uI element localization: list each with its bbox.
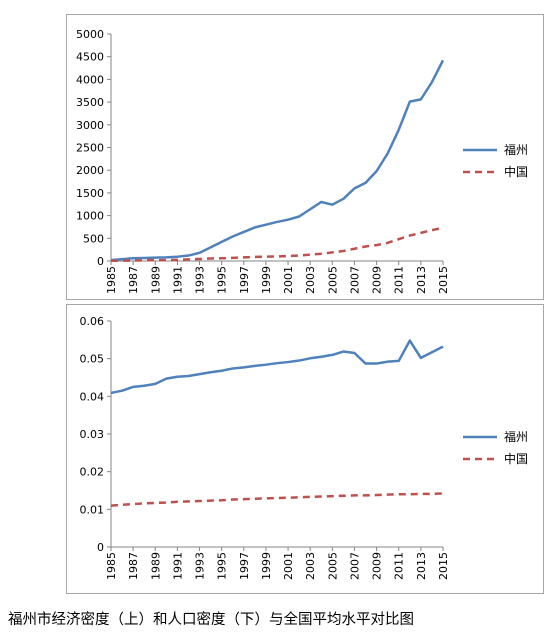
x-tick-label: 1993: [194, 266, 207, 294]
legend-label: 福州: [504, 142, 528, 157]
x-tick-label: 2007: [348, 552, 361, 580]
figure-caption: 福州市经济密度（上）和人口密度（下）与全国平均水平对比图: [8, 612, 414, 628]
x-tick-label: 2011: [393, 552, 406, 580]
x-tick-label: 1985: [105, 552, 118, 580]
x-tick-label: 2009: [371, 552, 384, 580]
economic-density-chart: 0 500 1000 1500 2000 2500 3000 3500 4000 4500 5000…: [66, 14, 544, 300]
y-tick-label: 0.02: [80, 466, 105, 479]
x-tick-label: 2015: [437, 266, 450, 294]
x-tick-label: 1987: [127, 552, 140, 580]
x-tick-label: 1991: [171, 552, 184, 580]
y-tick-label: 3000: [76, 119, 104, 132]
x-tick-label: 2005: [326, 552, 339, 580]
x-tick-label: 1993: [194, 552, 207, 580]
x-tick-label: 1989: [149, 552, 162, 580]
x-tick-label: 1997: [238, 266, 251, 294]
y-tick-label: 4000: [76, 73, 104, 86]
y-tick-label: 0.04: [80, 390, 105, 403]
y-tick-label: 4500: [76, 51, 104, 64]
legend-label: 中国: [504, 451, 528, 466]
legend-label: 福州: [504, 429, 528, 444]
x-tick-label: 1987: [127, 266, 140, 294]
x-tick-label: 1995: [216, 552, 229, 580]
x-tick-label: 1999: [260, 552, 273, 580]
x-tick-label: 2011: [393, 266, 406, 294]
y-tick-label: 5000: [76, 28, 104, 41]
y-tick-label: 1500: [76, 187, 104, 200]
y-tick-label: 0.03: [80, 428, 105, 441]
y-tick-label: 2500: [76, 142, 104, 155]
series-line-fuzhou: [110, 339, 444, 395]
y-tick-label: 0.06: [80, 315, 105, 328]
series-line-china: [110, 492, 444, 507]
x-tick-label: 2015: [437, 552, 450, 580]
x-tick-label: 1995: [216, 266, 229, 294]
x-tick-label: 1997: [238, 552, 251, 580]
x-tick-label: 2001: [282, 552, 295, 580]
legend-label: 中国: [504, 164, 528, 179]
series-line-china: [110, 226, 444, 263]
y-tick-label: 500: [83, 232, 104, 245]
y-tick-label: 1000: [76, 210, 104, 223]
x-tick-label: 2003: [304, 552, 317, 580]
x-tick-label: 2013: [415, 552, 428, 580]
x-tick-label: 2005: [326, 266, 339, 294]
population-density-plot: 0 0.01 0.02 0.03 0.04 0.05 0.06 1985 1987 1989 199…: [80, 315, 529, 580]
x-tick-label: 1985: [105, 266, 118, 294]
y-tick-label: 0.05: [80, 353, 105, 366]
y-tick-label: 0: [97, 541, 104, 554]
x-tick-label: 2009: [371, 266, 384, 294]
y-tick-label: 0.01: [80, 503, 105, 516]
x-tick-label: 2013: [415, 266, 428, 294]
y-tick-label: 2000: [76, 164, 104, 177]
x-tick-label: 2007: [348, 266, 361, 294]
x-tick-label: 1989: [149, 266, 162, 294]
x-tick-label: 1991: [171, 266, 184, 294]
x-tick-label: 1999: [260, 266, 273, 294]
series-line-fuzhou: [110, 59, 445, 262]
population-density-chart: 0 0.01 0.02 0.03 0.04 0.05 0.06 1985 1987 1989 199…: [66, 304, 544, 594]
x-tick-label: 2003: [304, 266, 317, 294]
economic-density-plot: 0 500 1000 1500 2000 2500 3000 3500 4000 4500 5000…: [76, 28, 528, 294]
y-tick-label: 3500: [76, 96, 104, 109]
y-tick-label: 0: [97, 255, 104, 268]
x-tick-label: 2001: [282, 266, 295, 294]
